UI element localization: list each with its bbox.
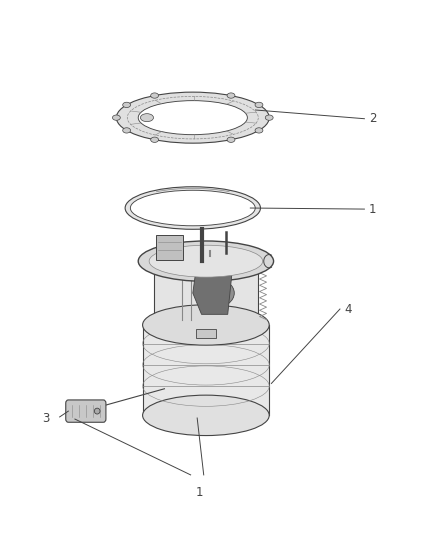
- Ellipse shape: [151, 93, 159, 98]
- Ellipse shape: [138, 241, 274, 281]
- Text: 3: 3: [42, 411, 49, 424]
- Ellipse shape: [227, 93, 235, 98]
- Ellipse shape: [123, 128, 131, 133]
- Ellipse shape: [138, 101, 247, 135]
- Ellipse shape: [123, 102, 131, 108]
- Ellipse shape: [113, 115, 120, 120]
- Ellipse shape: [255, 128, 263, 133]
- Ellipse shape: [131, 190, 255, 226]
- Ellipse shape: [143, 305, 269, 345]
- Text: 2: 2: [369, 112, 376, 125]
- Polygon shape: [193, 251, 232, 314]
- Ellipse shape: [149, 245, 263, 277]
- Ellipse shape: [141, 114, 153, 122]
- Polygon shape: [154, 261, 258, 325]
- Ellipse shape: [143, 395, 269, 435]
- Text: 4: 4: [344, 303, 352, 316]
- Polygon shape: [143, 325, 269, 415]
- Ellipse shape: [227, 137, 235, 142]
- Ellipse shape: [151, 137, 159, 142]
- FancyBboxPatch shape: [156, 235, 183, 260]
- Ellipse shape: [255, 102, 263, 108]
- Ellipse shape: [125, 187, 261, 229]
- Ellipse shape: [265, 115, 273, 120]
- Text: 1: 1: [196, 486, 203, 498]
- FancyBboxPatch shape: [196, 329, 215, 338]
- Ellipse shape: [94, 408, 100, 414]
- Ellipse shape: [117, 92, 269, 143]
- Text: 1: 1: [369, 203, 376, 215]
- FancyBboxPatch shape: [66, 400, 106, 422]
- Ellipse shape: [195, 278, 234, 308]
